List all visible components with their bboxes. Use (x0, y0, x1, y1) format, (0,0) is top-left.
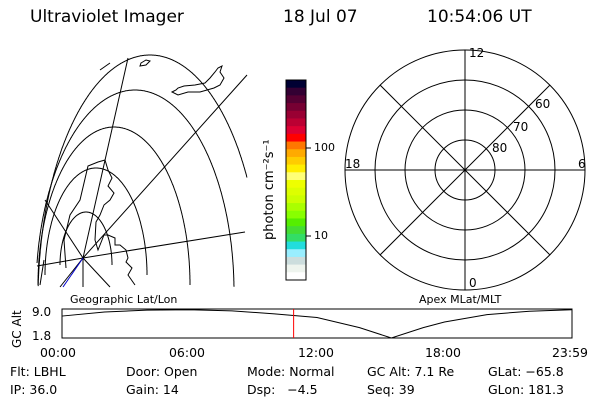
polar-mlt-plot (344, 49, 586, 291)
colorbar (285, 79, 311, 281)
colorbar-swatch (286, 187, 306, 196)
lat-circle (59, 211, 113, 265)
mlt-label-12: 12 (469, 46, 485, 60)
colorbar-swatch (286, 256, 306, 266)
gc-alt-value: GC Alt: 7.1 Re (367, 364, 455, 379)
coastline (170, 65, 225, 96)
lat-label-70: 70 (513, 120, 529, 134)
time-label: 10:54:06 UT (427, 7, 532, 27)
colorbar-swatch (286, 133, 306, 143)
colorbar-swatch (286, 249, 306, 258)
apex-label: Apex MLat/MLT (419, 293, 502, 306)
mode-value: Mode: Normal (247, 364, 335, 379)
colorbar-swatch (286, 110, 306, 119)
lat-label-60: 60 (535, 97, 551, 111)
date-label: 18 Jul 07 (283, 7, 358, 27)
ip-value: IP: 36.0 (10, 382, 58, 397)
colorbar-swatch (286, 126, 306, 135)
x-tick: 12:00 (297, 345, 335, 360)
meridian (82, 231, 246, 259)
x-tick: 18:00 (424, 345, 462, 360)
dsp-value: Dsp: −4.5 (247, 382, 318, 397)
glon-value: GLon: 181.3 (488, 382, 564, 397)
coastline (99, 62, 111, 71)
mlt-label-18: 18 (345, 157, 361, 171)
lat-circle (36, 89, 235, 287)
altitude-curve (61, 309, 572, 339)
colorbar-swatch (286, 95, 306, 104)
mlt-label-6: 6 (578, 157, 586, 171)
colorbar-unit-label: photon cm⁻²s⁻¹ (262, 139, 277, 240)
colorbar-tick: 10 (314, 229, 328, 242)
colorbar-swatch (286, 233, 306, 243)
lat-label-80: 80 (492, 141, 508, 155)
coastline (39, 259, 45, 286)
colorbar-swatch (286, 264, 306, 273)
seq-value: Seq: 39 (367, 382, 415, 397)
y-tick: 9.0 (32, 305, 52, 319)
instrument-title: Ultraviolet Imager (30, 7, 184, 27)
y-axis-label: GC Alt (10, 310, 24, 348)
filter-value: Flt: LBHL (10, 364, 66, 379)
colorbar-swatch (286, 103, 306, 112)
coastline (139, 59, 151, 67)
y-tick: 1.8 (32, 329, 52, 343)
x-tick: 23:59 (551, 345, 589, 360)
x-tick: 06:00 (168, 345, 206, 360)
door-value: Door: Open (126, 364, 198, 379)
meridian (82, 257, 111, 288)
colorbar-swatch (286, 210, 306, 219)
colorbar-swatch (286, 195, 306, 204)
colorbar-swatch (286, 180, 306, 189)
colorbar-swatch (286, 241, 306, 250)
colorbar-swatch (286, 164, 306, 173)
colorbar-tick: 100 (314, 141, 335, 154)
colorbar-swatch (286, 141, 306, 150)
colorbar-swatch (286, 156, 306, 166)
colorbar-swatch (286, 203, 306, 212)
geographic-label: Geographic Lat/Lon (70, 293, 178, 306)
colorbar-swatch (286, 87, 306, 96)
mlt-label-0: 0 (469, 276, 477, 290)
orbit-track (62, 257, 84, 288)
lat-circle (37, 126, 191, 285)
meridian (82, 74, 248, 259)
meridian (82, 57, 129, 259)
altitude-timeline (61, 308, 573, 339)
colorbar-swatch (286, 149, 306, 158)
colorbar-swatch (286, 218, 306, 227)
meridian (44, 199, 84, 259)
colorbar-swatch (286, 226, 306, 235)
colorbar-swatch (286, 272, 306, 280)
meridian (36, 257, 84, 267)
coastline (63, 159, 136, 286)
lat-circle (37, 54, 248, 287)
glat-value: GLat: −65.8 (488, 364, 564, 379)
colorbar-swatch (286, 118, 306, 127)
colorbar-swatch (286, 80, 306, 89)
lat-circle (44, 167, 148, 275)
geographic-map (36, 54, 248, 288)
colorbar-swatch (286, 172, 306, 181)
x-tick: 00:00 (39, 345, 77, 360)
gain-value: Gain: 14 (126, 382, 179, 397)
